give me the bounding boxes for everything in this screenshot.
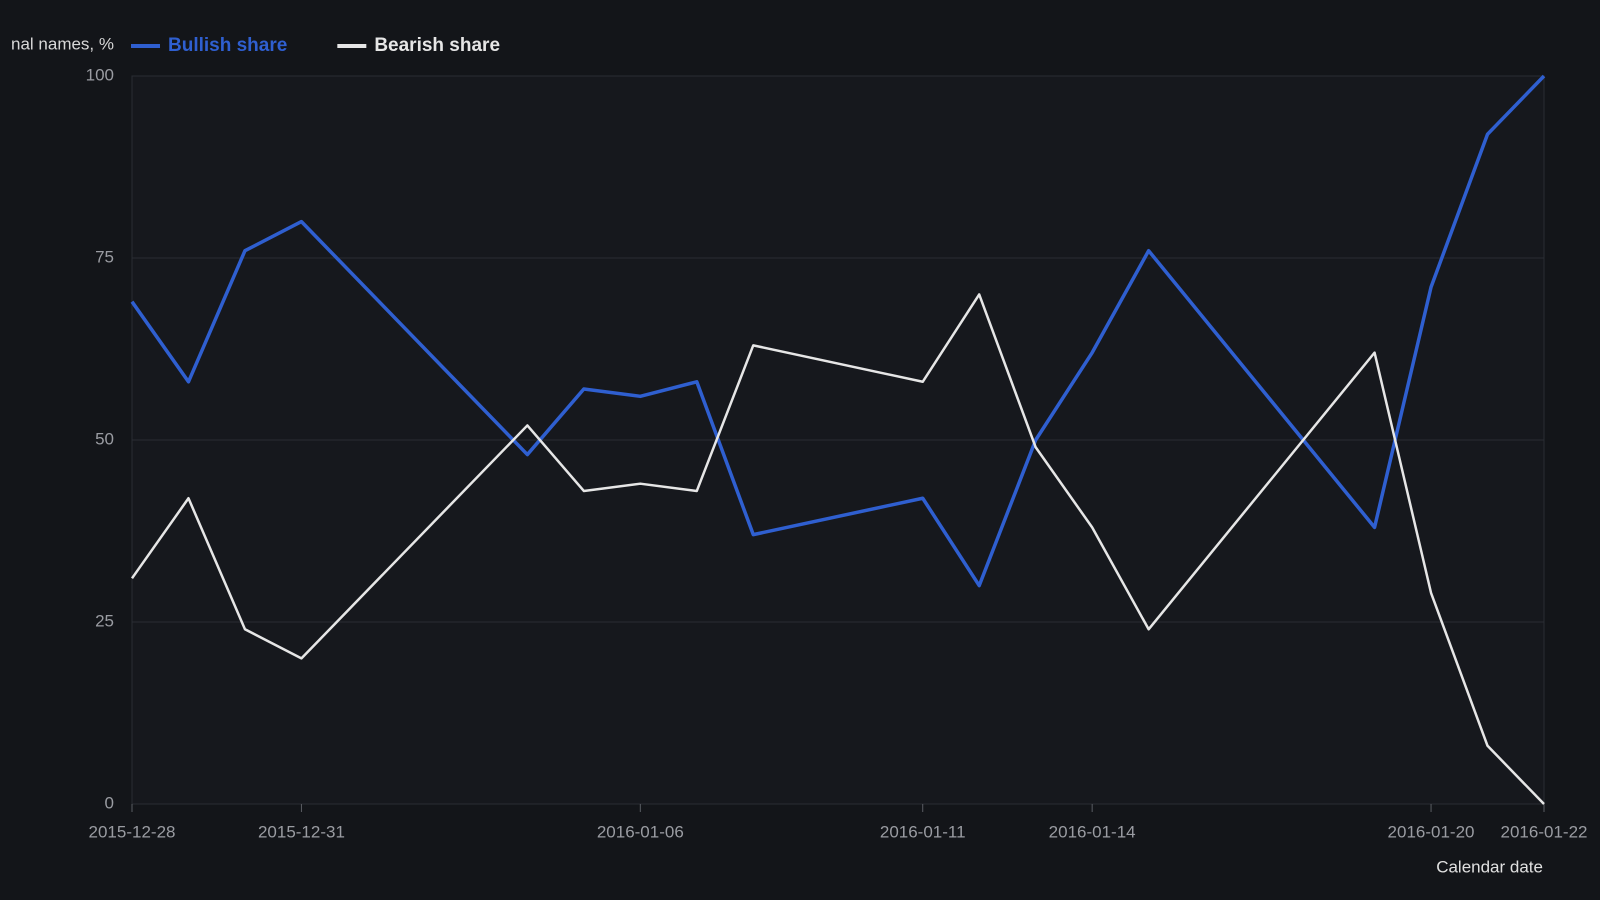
y-axis-title: nal names, % — [11, 34, 114, 53]
y-tick-label: 0 — [105, 793, 114, 812]
y-tick-label: 50 — [95, 429, 114, 448]
legend-label: Bearish share — [374, 35, 500, 56]
series-line — [130, 74, 1546, 588]
x-tick-label: 2016-01-06 — [597, 822, 684, 841]
y-tick-label: 100 — [86, 65, 114, 84]
x-tick-label: 2016-01-20 — [1388, 822, 1475, 841]
x-tick-label: 2016-01-22 — [1501, 822, 1588, 841]
y-tick-label: 25 — [95, 611, 114, 630]
x-tick-label: 2016-01-11 — [880, 822, 966, 841]
series-line — [130, 293, 1545, 805]
x-tick-label: 2015-12-28 — [89, 822, 176, 841]
x-tick-label: 2015-12-31 — [258, 822, 345, 841]
x-tick-label: 2016-01-14 — [1049, 822, 1136, 841]
legend-label: Bullish share — [168, 35, 287, 56]
x-axis-title: Calendar date — [1436, 857, 1543, 876]
y-tick-label: 75 — [95, 247, 114, 266]
